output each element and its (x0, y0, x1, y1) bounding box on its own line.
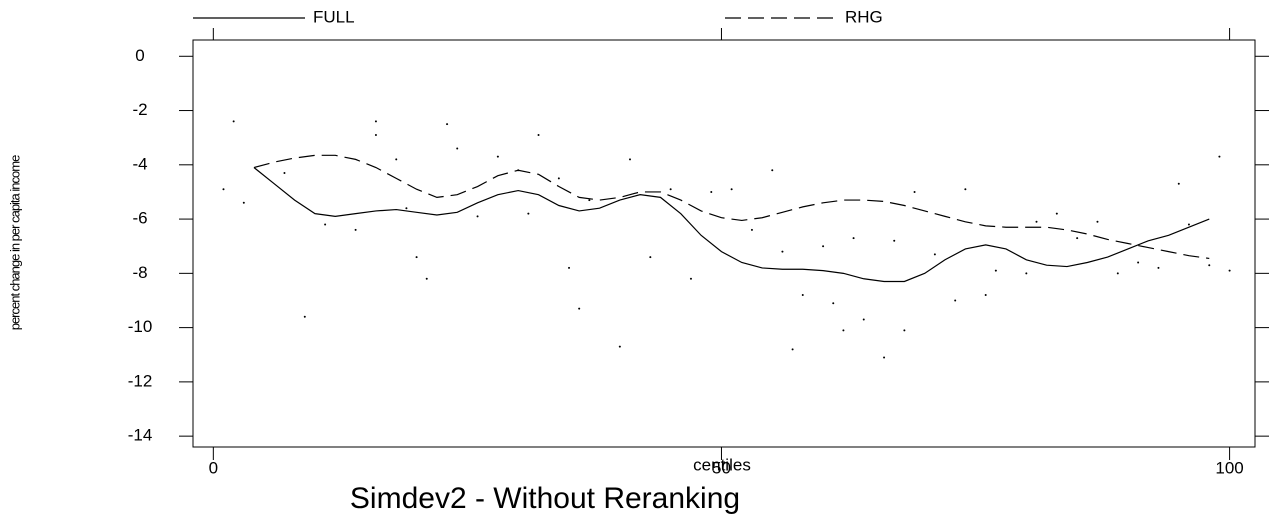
y-tick-label: -4 (132, 154, 147, 173)
legend-label: RHG (845, 7, 883, 26)
x-tick-label: 0 (209, 458, 218, 477)
point (862, 318, 865, 321)
point (1218, 155, 1221, 158)
x-tick-label: 50 (712, 458, 731, 477)
point (232, 120, 235, 123)
point (710, 190, 713, 193)
point (618, 345, 621, 348)
point (822, 245, 825, 248)
point (791, 348, 794, 351)
point (801, 294, 804, 297)
point (425, 277, 428, 280)
point (1157, 266, 1160, 269)
point (852, 237, 855, 240)
point (415, 256, 418, 259)
point (568, 266, 571, 269)
point (781, 250, 784, 253)
y-tick-label: -8 (132, 263, 147, 282)
point (1228, 269, 1231, 272)
point (1137, 261, 1140, 264)
y-tick-label: -14 (128, 426, 153, 445)
point (903, 329, 906, 332)
point (446, 123, 449, 126)
point (1096, 220, 1099, 223)
y-tick-label: -10 (128, 317, 153, 336)
point (303, 315, 306, 318)
point (588, 199, 591, 202)
point (954, 299, 957, 302)
point (456, 147, 459, 150)
point (354, 228, 357, 231)
plot-frame (192, 39, 1256, 448)
line-series (253, 154, 1210, 260)
point (832, 302, 835, 305)
line-series (253, 167, 1210, 283)
point (395, 158, 398, 161)
point (842, 329, 845, 332)
point (222, 188, 225, 191)
point (557, 177, 560, 180)
y-tick-label: -6 (132, 209, 147, 228)
point (913, 190, 916, 193)
y-tick-label: 0 (135, 46, 144, 65)
point (324, 223, 327, 226)
point (933, 253, 936, 256)
point (669, 188, 672, 191)
point (537, 133, 540, 136)
point (1116, 272, 1119, 275)
point (984, 294, 987, 297)
y-tick-label: -2 (132, 100, 147, 119)
point (374, 120, 377, 123)
point (893, 239, 896, 242)
point (730, 188, 733, 191)
point (994, 269, 997, 272)
point (578, 307, 581, 310)
point (476, 215, 479, 218)
point (1076, 237, 1079, 240)
point (649, 256, 652, 259)
point (374, 133, 377, 136)
x-axis-label: centiles (693, 455, 751, 474)
point (1035, 220, 1038, 223)
point (1208, 264, 1211, 267)
point (496, 155, 499, 158)
point (527, 212, 530, 215)
point (1177, 182, 1180, 185)
y-tick-label: -12 (128, 371, 153, 390)
point (405, 207, 408, 210)
point (750, 228, 753, 231)
point (1187, 223, 1190, 226)
point (628, 158, 631, 161)
point (1025, 272, 1028, 275)
legend-label: FULL (313, 7, 355, 26)
y-axis-label: percent change in per capita income (7, 155, 22, 330)
point (283, 171, 286, 174)
point (689, 277, 692, 280)
point (883, 356, 886, 359)
point (964, 188, 967, 191)
point (242, 201, 245, 204)
x-tick-label: 100 (1215, 458, 1243, 477)
point (1055, 212, 1058, 215)
point (771, 169, 774, 172)
chart-title: Simdev2 - Without Reranking (350, 482, 740, 515)
